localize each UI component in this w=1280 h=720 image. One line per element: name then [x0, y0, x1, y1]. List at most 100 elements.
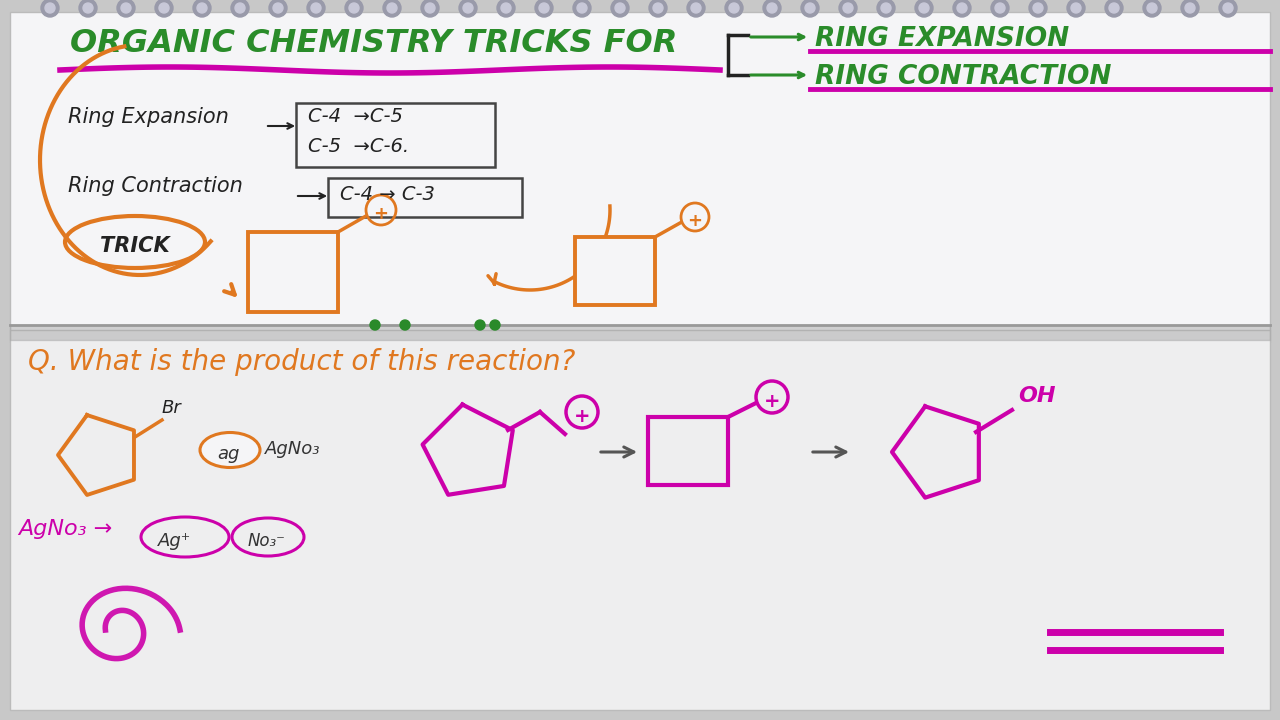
Circle shape	[539, 3, 549, 13]
Circle shape	[383, 0, 401, 17]
Circle shape	[1033, 3, 1043, 13]
Circle shape	[649, 0, 667, 17]
Circle shape	[954, 0, 972, 17]
FancyBboxPatch shape	[10, 12, 1270, 342]
Circle shape	[122, 3, 131, 13]
Circle shape	[79, 0, 97, 17]
Circle shape	[801, 0, 819, 17]
Text: RING CONTRACTION: RING CONTRACTION	[815, 64, 1111, 90]
Text: C-4  →C-5: C-4 →C-5	[308, 107, 403, 126]
Circle shape	[475, 320, 485, 330]
Circle shape	[346, 0, 364, 17]
Bar	[575, 237, 655, 305]
Circle shape	[844, 3, 852, 13]
Text: Ring Expansion: Ring Expansion	[68, 107, 229, 127]
Circle shape	[1029, 0, 1047, 17]
Circle shape	[311, 3, 321, 13]
Circle shape	[460, 0, 477, 17]
Text: Q. What is the product of this reaction?: Q. What is the product of this reaction?	[28, 348, 576, 376]
Circle shape	[83, 3, 93, 13]
Text: C-5  →C-6.: C-5 →C-6.	[308, 137, 410, 156]
Text: Br: Br	[163, 399, 182, 417]
Circle shape	[159, 3, 169, 13]
Circle shape	[490, 320, 500, 330]
Ellipse shape	[65, 216, 205, 268]
Text: ag: ag	[216, 445, 239, 463]
Circle shape	[307, 0, 325, 17]
Text: ORGANIC CHEMISTRY TRICKS FOR: ORGANIC CHEMISTRY TRICKS FOR	[70, 28, 677, 59]
Circle shape	[421, 0, 439, 17]
Circle shape	[387, 3, 397, 13]
FancyBboxPatch shape	[296, 103, 495, 167]
Text: C-4 → C-3: C-4 → C-3	[340, 185, 435, 204]
Circle shape	[370, 320, 380, 330]
Circle shape	[349, 3, 358, 13]
Circle shape	[611, 0, 628, 17]
Text: +: +	[573, 407, 590, 426]
Circle shape	[500, 3, 511, 13]
Circle shape	[763, 0, 781, 17]
Circle shape	[45, 3, 55, 13]
Circle shape	[1071, 3, 1082, 13]
Text: +: +	[764, 392, 781, 410]
Circle shape	[1185, 3, 1196, 13]
Circle shape	[399, 320, 410, 330]
Text: Ring Contraction: Ring Contraction	[68, 176, 243, 196]
Circle shape	[767, 3, 777, 13]
Circle shape	[805, 3, 815, 13]
Circle shape	[155, 0, 173, 17]
Text: No₃⁻: No₃⁻	[247, 532, 285, 550]
Text: RING EXPANSION: RING EXPANSION	[815, 26, 1069, 52]
Circle shape	[425, 3, 435, 13]
Circle shape	[614, 3, 625, 13]
Circle shape	[687, 0, 705, 17]
Circle shape	[1222, 3, 1233, 13]
Ellipse shape	[232, 518, 305, 556]
Text: Ag⁺: Ag⁺	[159, 532, 192, 550]
Text: TRICK: TRICK	[100, 236, 170, 256]
Text: +: +	[374, 205, 389, 223]
Ellipse shape	[141, 517, 229, 557]
Circle shape	[230, 0, 250, 17]
Circle shape	[991, 0, 1009, 17]
Circle shape	[995, 3, 1005, 13]
Circle shape	[957, 3, 966, 13]
Circle shape	[41, 0, 59, 17]
Circle shape	[197, 3, 207, 13]
Circle shape	[877, 0, 895, 17]
Circle shape	[1105, 0, 1123, 17]
Circle shape	[1181, 0, 1199, 17]
Bar	[248, 232, 338, 312]
Circle shape	[1068, 0, 1085, 17]
Circle shape	[577, 3, 588, 13]
Circle shape	[881, 3, 891, 13]
Circle shape	[269, 0, 287, 17]
Circle shape	[838, 0, 858, 17]
Circle shape	[463, 3, 474, 13]
Circle shape	[915, 0, 933, 17]
Text: AgNo₃: AgNo₃	[265, 440, 320, 458]
Circle shape	[1108, 3, 1119, 13]
Circle shape	[116, 0, 134, 17]
FancyBboxPatch shape	[10, 330, 1270, 710]
Text: AgNo₃ →: AgNo₃ →	[18, 519, 113, 539]
Circle shape	[1219, 0, 1236, 17]
Circle shape	[691, 3, 701, 13]
Circle shape	[497, 0, 515, 17]
Circle shape	[573, 0, 591, 17]
Circle shape	[724, 0, 742, 17]
Circle shape	[919, 3, 929, 13]
Circle shape	[236, 3, 244, 13]
Ellipse shape	[200, 433, 260, 467]
Text: +: +	[687, 212, 703, 230]
Circle shape	[730, 3, 739, 13]
Circle shape	[1143, 0, 1161, 17]
FancyBboxPatch shape	[328, 178, 522, 217]
Text: OH: OH	[1018, 386, 1056, 406]
Circle shape	[193, 0, 211, 17]
Circle shape	[535, 0, 553, 17]
Circle shape	[653, 3, 663, 13]
Circle shape	[1147, 3, 1157, 13]
Circle shape	[273, 3, 283, 13]
Bar	[648, 417, 728, 485]
